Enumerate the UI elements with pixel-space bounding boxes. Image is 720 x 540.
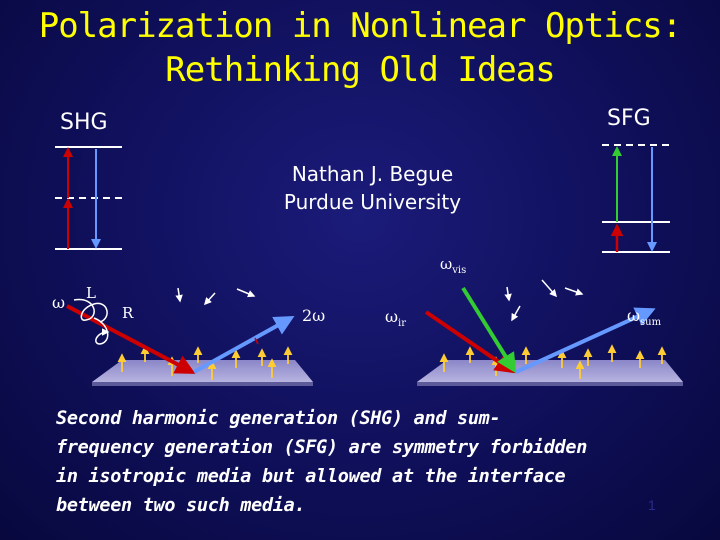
title-line-1: Polarization in Nonlinear Optics: [38, 6, 683, 46]
omega-sum-label: ωsum [627, 306, 662, 329]
shg-circular-loop-R [93, 317, 110, 345]
body-line-4: between two such media. [56, 495, 306, 516]
sfg-vis-beam [461, 286, 517, 374]
title-line-2: Rethinking Old Ideas [165, 50, 555, 90]
author-block: Nathan J. Begue Purdue University [240, 160, 505, 216]
shg-circular-loop-L [73, 298, 108, 323]
sfg-sum-beam [515, 307, 656, 374]
page-number: 1 [648, 497, 656, 513]
shg-energy-diagram [55, 146, 122, 250]
sfg-energy-diagram [602, 144, 670, 253]
shg-surface [92, 360, 313, 382]
shg-incident-beam [66, 304, 196, 374]
shg-outgoing-beam [193, 316, 295, 374]
omega-label: ω [52, 293, 66, 312]
author-name: Nathan J. Begue [291, 162, 454, 186]
body-line-1: Second harmonic generation (SHG) and sum… [56, 408, 501, 429]
omega-vis-label: ωvis [440, 255, 467, 276]
body-line-2: frequency generation (SFG) are symmetry … [56, 437, 588, 458]
omega-ir-label: ωir [385, 307, 407, 330]
body-line-3: in isotropic media but allowed at the in… [56, 466, 566, 487]
right-circular-label: R [122, 304, 134, 322]
slide-title: Polarization in Nonlinear Optics: Rethin… [0, 4, 720, 92]
shg-label: SHG [60, 110, 108, 135]
author-affiliation: Purdue University [283, 190, 462, 214]
shg-surface-scheme [66, 287, 313, 386]
sfg-surface-scheme [417, 279, 683, 386]
two-omega-label: 2ω [302, 306, 326, 325]
left-circular-label: L [86, 284, 96, 302]
body-text: Second harmonic generation (SHG) and sum… [56, 404, 676, 520]
sfg-label: SFG [607, 106, 651, 131]
sfg-surface [417, 360, 683, 382]
